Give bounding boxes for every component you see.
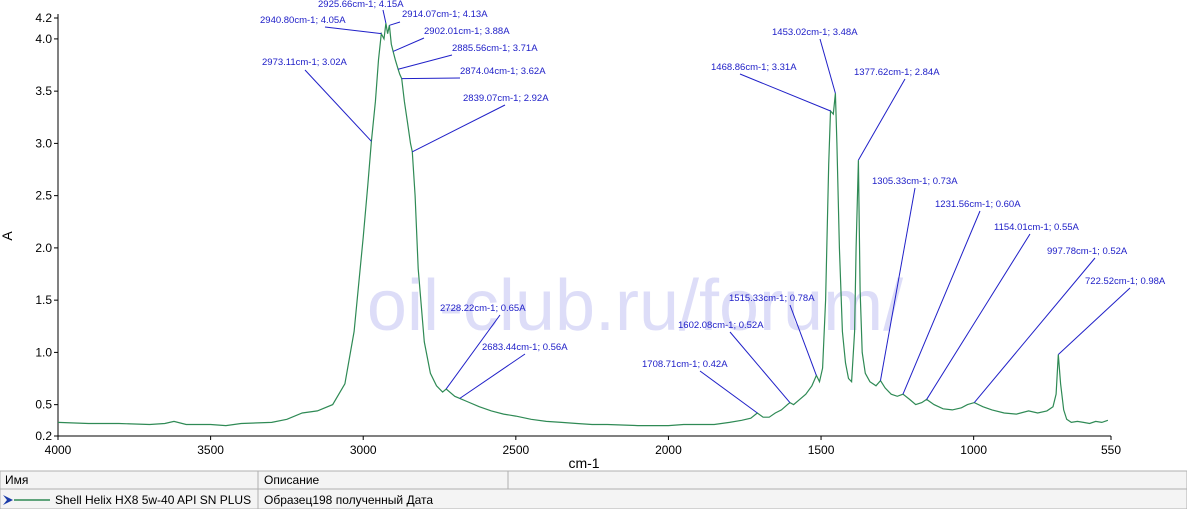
annotation-label: 2914.07cm-1; 4.13A xyxy=(402,9,488,20)
annotation-leader xyxy=(926,233,1031,400)
annotation-leader xyxy=(739,73,831,112)
annotation-leader xyxy=(857,78,906,161)
annotation-label: 2973.11cm-1; 3.02A xyxy=(262,57,348,68)
annotation-leader xyxy=(1058,287,1131,355)
annotation-leader xyxy=(789,304,817,376)
column-header: Описание xyxy=(264,473,320,487)
row-arrow[interactable] xyxy=(3,495,13,505)
annotation-label: 2885.56cm-1; 3.71A xyxy=(452,43,538,54)
annotation-leader xyxy=(389,21,401,26)
watermark: oil-club.ru/forum/ xyxy=(367,266,903,346)
annotation-label: 1231.56cm-1; 0.60A xyxy=(935,199,1021,210)
annotation-leader xyxy=(392,37,425,52)
y-tick-label: 2.5 xyxy=(35,189,52,203)
y-tick-label: 4.0 xyxy=(35,32,52,46)
annotation-leader xyxy=(304,69,372,142)
annotation-label: 2874.04cm-1; 3.62A xyxy=(460,66,546,77)
annotation-label: 997.78cm-1; 0.52A xyxy=(1047,246,1128,257)
spectrum-line xyxy=(57,23,1109,427)
x-tick-label: 2000 xyxy=(655,443,682,457)
annotation-leader xyxy=(902,210,981,395)
annotation-label: 1468.86cm-1; 3.31A xyxy=(711,62,797,73)
x-tick-label: 4000 xyxy=(45,443,72,457)
y-tick-label: 1.5 xyxy=(35,293,52,307)
x-tick-label: 3500 xyxy=(197,443,224,457)
legend-table: Имя Описание Shell Helix HX8 5w-40 API S… xyxy=(0,470,1187,509)
column-header: Имя xyxy=(5,473,28,487)
annotation-label: 2839.07cm-1; 2.92A xyxy=(463,93,549,104)
x-axis-label: cm-1 xyxy=(568,455,599,471)
y-tick-label: 4.2 xyxy=(35,11,52,25)
annotation-label: 2940.80cm-1; 4.05A xyxy=(260,15,346,26)
annotation-leader xyxy=(382,9,387,24)
annotation-leader xyxy=(879,187,916,381)
annotation-leader xyxy=(699,370,758,414)
annotation-label: 1708.71cm-1; 0.42A xyxy=(642,359,728,370)
annotation-leader xyxy=(412,104,506,153)
y-tick-label: 0.2 xyxy=(35,429,52,443)
annotation-label: 1453.02cm-1; 3.48A xyxy=(772,27,858,38)
x-tick-label: 1500 xyxy=(808,443,835,457)
annotation-leader xyxy=(459,353,526,399)
y-tick-label: 1.0 xyxy=(35,345,52,359)
annotation-label: 1602.08cm-1; 0.52A xyxy=(678,320,764,331)
annotation-label: 1377.62cm-1; 2.84A xyxy=(854,67,940,78)
annotation-leader xyxy=(819,38,836,94)
annotation-leader xyxy=(729,331,791,403)
annotation-leader xyxy=(401,77,461,80)
y-tick-label: 0.5 xyxy=(35,398,52,412)
plot-bg xyxy=(0,0,1187,468)
row-description: Образец198 полученный Дата xyxy=(264,493,433,507)
annotation-label: 2683.44cm-1; 0.56A xyxy=(482,342,568,353)
annotation-label: 2902.01cm-1; 3.88A xyxy=(424,26,510,37)
annotation-label: 2728.22cm-1; 0.65A xyxy=(440,303,526,314)
annotation-leader xyxy=(445,314,501,390)
x-tick-label: 3000 xyxy=(350,443,377,457)
x-tick-label: 2500 xyxy=(502,443,529,457)
annotation-leader xyxy=(398,54,453,70)
annotation-label: 722.52cm-1; 0.98A xyxy=(1085,276,1166,287)
annotation-leader xyxy=(973,257,1096,403)
annotation-label: 1305.33cm-1; 0.73A xyxy=(872,176,958,187)
annotation-label: 2925.66cm-1; 4.15A xyxy=(318,0,404,10)
annotation-label: 1154.01cm-1; 0.55A xyxy=(994,222,1080,233)
y-axis-label: A xyxy=(0,231,15,241)
table-bg xyxy=(0,470,1187,509)
x-tick-label: 550 xyxy=(1101,443,1121,457)
y-tick-label: 3.0 xyxy=(35,136,52,150)
annotation-leader xyxy=(324,26,382,35)
x-tick-label: 1000 xyxy=(960,443,987,457)
y-tick-label: 3.5 xyxy=(35,84,52,98)
annotation-label: 1515.33cm-1; 0.78A xyxy=(729,293,815,304)
y-tick-label: 2.0 xyxy=(35,241,52,255)
legend-name[interactable]: Shell Helix HX8 5w-40 API SN PLUS xyxy=(55,493,251,507)
